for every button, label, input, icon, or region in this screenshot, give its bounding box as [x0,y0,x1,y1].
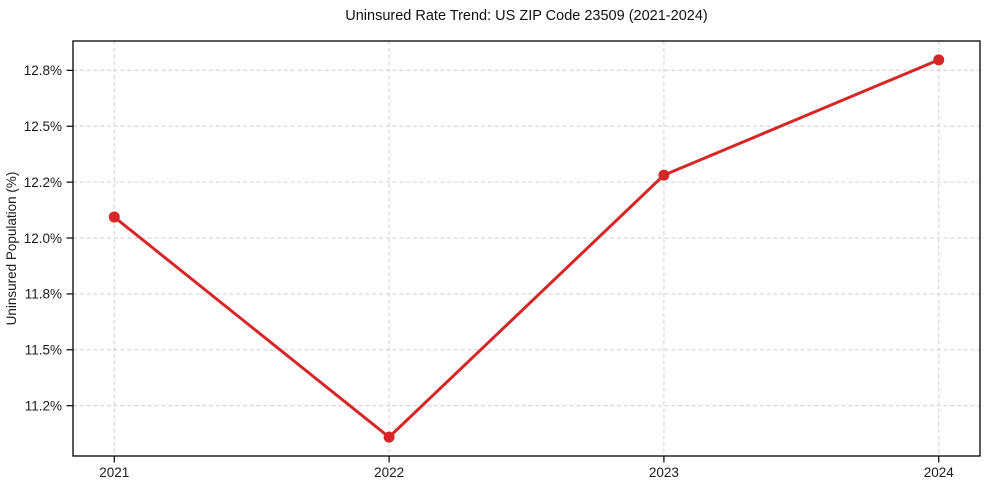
data-point [383,431,395,443]
y-tick-label: 12.8% [24,63,62,78]
x-tick-label: 2024 [924,465,955,480]
y-tick-label: 12.2% [24,175,62,190]
y-tick-label: 11.8% [25,287,62,302]
y-axis-title: Uninsured Population (%) [4,172,19,326]
y-tick-label: 11.5% [25,343,62,358]
chart-title: Uninsured Rate Trend: US ZIP Code 23509 … [345,8,707,24]
data-point [658,169,670,181]
plot-border [72,40,981,457]
data-point [933,54,945,66]
y-tick-label: 12.0% [24,231,62,246]
x-tick-label: 2021 [99,465,129,480]
plot-area: 11.2% 11.5% 11.8% 12.0% 12.2% 12.5% 12.8% 2021 2… [24,40,981,480]
x-tick-label: 2023 [649,465,679,480]
trend-line [112,58,941,439]
data-point [108,211,120,223]
y-tick-label: 12.5% [24,119,62,134]
x-tick-label: 2022 [374,465,404,480]
y-tick-label: 11.2% [25,398,62,413]
